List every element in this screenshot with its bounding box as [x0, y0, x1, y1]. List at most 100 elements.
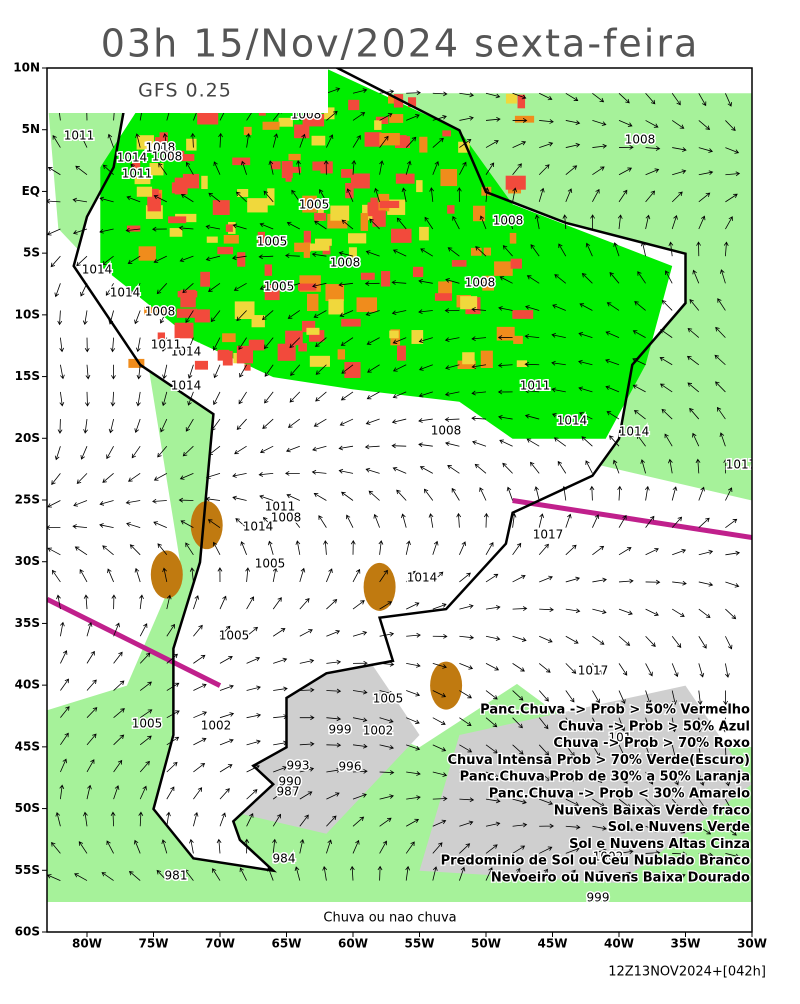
wind-arrow: [219, 684, 234, 691]
wind-arrow: [725, 171, 741, 177]
wind-arrow: [539, 607, 554, 613]
wind-arrow: [379, 135, 389, 148]
shower-patch: [194, 360, 209, 370]
shower-patch: [264, 264, 273, 276]
wind-arrow: [101, 872, 114, 881]
isobar-label: 1005: [255, 557, 286, 571]
wind-arrow: [459, 663, 474, 670]
wind-arrow: [418, 442, 433, 448]
wind-arrow: [113, 708, 125, 718]
wind-arrow: [219, 655, 233, 664]
wind-arrow: [139, 709, 153, 719]
wind-arrow: [113, 785, 120, 800]
wind-arrow: [391, 280, 407, 285]
wind-arrow: [139, 652, 151, 664]
wind-arrow: [60, 364, 65, 380]
wind-arrow: [698, 517, 710, 528]
wind-arrow: [352, 660, 368, 666]
wind-arrow: [59, 391, 65, 407]
wind-arrow: [323, 540, 328, 555]
lat-label: EQ: [22, 184, 40, 198]
wind-arrow: [589, 485, 595, 501]
wind-arrow: [585, 460, 593, 474]
shower-patch: [434, 293, 452, 301]
wind-arrow: [618, 849, 634, 855]
wind-arrow: [396, 489, 407, 501]
wind-arrow: [291, 189, 301, 203]
wind-arrow: [182, 283, 194, 294]
shower-patch: [144, 307, 166, 315]
shower-patch: [330, 205, 350, 221]
wind-arrow: [660, 329, 673, 338]
shower-patch: [169, 228, 183, 237]
wind-arrow: [134, 418, 141, 434]
wind-arrow: [725, 608, 737, 620]
wind-arrow: [99, 228, 114, 234]
shower-patch: [180, 289, 196, 308]
wind-arrow: [185, 542, 194, 556]
wind-arrow: [719, 432, 726, 447]
wind-arrow: [125, 499, 141, 505]
shower-patch: [232, 157, 251, 166]
wind-arrow: [565, 824, 581, 830]
wind-arrow: [539, 798, 554, 806]
wind-arrow: [406, 690, 421, 697]
isobar-label: 1005: [264, 280, 295, 294]
wind-arrow: [315, 364, 327, 375]
wind-arrow: [193, 654, 206, 664]
wind-arrow: [645, 690, 652, 705]
wind-arrow: [485, 605, 501, 610]
isobar-label: 1014: [619, 425, 650, 439]
shower-patch: [308, 330, 325, 342]
shower-patch: [451, 260, 467, 267]
wind-arrow: [299, 741, 315, 747]
shower-patch: [364, 132, 382, 147]
wind-arrow: [497, 362, 513, 368]
wind-arrow: [613, 242, 620, 257]
wind-arrow: [379, 569, 388, 583]
wind-arrow: [485, 663, 500, 671]
wind-arrow: [645, 873, 659, 881]
wind-arrow: [698, 663, 705, 678]
wind-arrow: [245, 567, 250, 582]
fog-patch: [363, 562, 396, 611]
shower-patch: [225, 224, 233, 232]
wind-arrow: [605, 358, 620, 366]
wind-arrow: [166, 594, 172, 610]
legend-item: Nevoeiro ou Nuvens Baixa Dourado: [491, 871, 750, 886]
wind-arrow: [156, 869, 168, 881]
wind-arrow: [592, 635, 605, 645]
shower-patch: [267, 188, 275, 206]
wind-arrow: [161, 337, 168, 352]
wind-arrow: [565, 120, 581, 125]
wind-arrow: [459, 635, 475, 640]
wind-arrow: [512, 574, 526, 583]
lon-label: 80W: [72, 937, 102, 951]
legend-item: Chuva -> Prob > 50% Azul: [558, 719, 750, 734]
wind-arrow: [59, 337, 65, 353]
wind-arrow: [459, 138, 472, 148]
wind-arrow: [671, 771, 679, 786]
wind-arrow: [295, 540, 301, 555]
wind-arrow: [267, 866, 274, 881]
wind-arrow: [246, 656, 261, 664]
wind-arrow: [459, 843, 471, 854]
wind-arrow: [130, 163, 141, 175]
wind-arrow: [565, 744, 575, 757]
wind-arrow: [86, 622, 93, 637]
wind-arrow: [695, 458, 701, 474]
wind-arrow: [213, 161, 221, 175]
shower-patch: [312, 161, 331, 171]
wind-arrow: [606, 411, 620, 420]
wind-arrow: [245, 132, 251, 148]
wind-arrow: [352, 630, 368, 637]
shower-patch: [264, 284, 280, 301]
wind-arrow: [484, 187, 490, 202]
wind-arrow: [725, 798, 733, 812]
legend-item: Nuvens Baixas Verde fraco: [554, 803, 750, 818]
wind-arrow: [285, 282, 300, 290]
lat-label: 10S: [15, 307, 40, 321]
wind-arrow: [205, 255, 221, 262]
wind-arrow: [108, 418, 114, 434]
shower-patch: [395, 173, 415, 184]
